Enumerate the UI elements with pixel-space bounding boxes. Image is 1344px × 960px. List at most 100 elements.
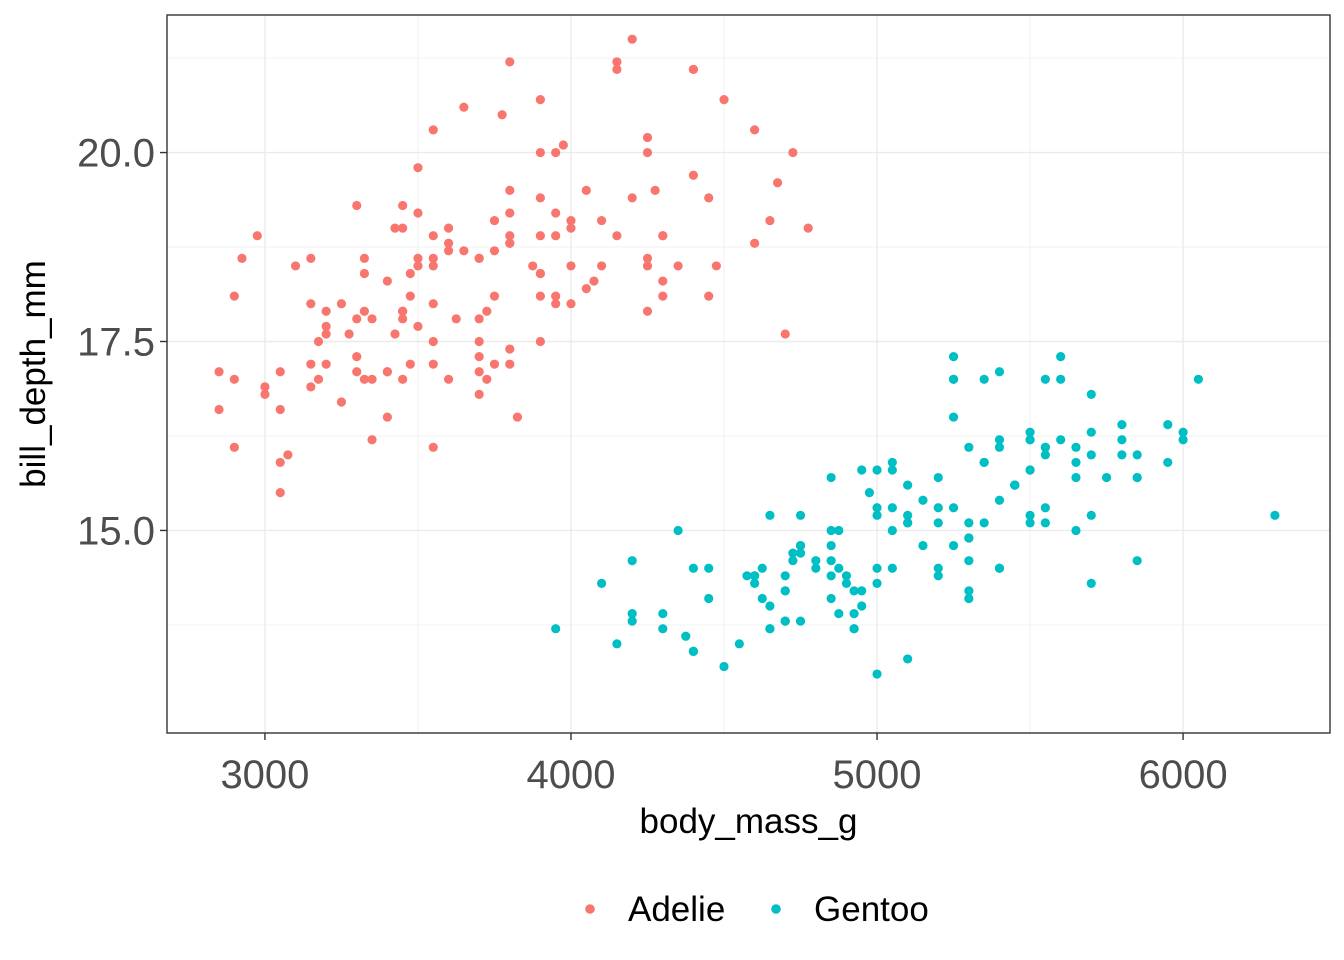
data-point bbox=[1178, 427, 1188, 437]
data-point bbox=[367, 314, 377, 324]
data-point bbox=[887, 503, 897, 513]
data-point bbox=[359, 253, 370, 263]
data-point bbox=[428, 125, 438, 135]
data-point bbox=[290, 261, 301, 271]
data-point bbox=[750, 125, 760, 135]
data-point bbox=[688, 170, 699, 180]
data-point bbox=[719, 661, 729, 672]
data-point bbox=[650, 185, 660, 195]
data-point bbox=[382, 367, 392, 377]
data-point bbox=[1086, 389, 1096, 400]
data-point bbox=[948, 503, 959, 513]
data-point bbox=[443, 246, 454, 256]
data-point bbox=[581, 185, 591, 195]
data-point bbox=[642, 147, 653, 158]
legend-key bbox=[585, 904, 595, 914]
data-point bbox=[757, 563, 767, 573]
data-point bbox=[788, 147, 798, 158]
data-point bbox=[1117, 420, 1127, 430]
data-point bbox=[474, 389, 484, 400]
data-point bbox=[1025, 465, 1035, 475]
data-point bbox=[834, 608, 844, 619]
data-point bbox=[275, 404, 285, 415]
data-point bbox=[627, 608, 637, 619]
data-point bbox=[780, 329, 790, 339]
axis-ticks: 3000 4000 5000 6000 15.0 17.5 20.0 bbox=[77, 132, 1227, 797]
data-point bbox=[352, 200, 362, 211]
y-tick-label: 15.0 bbox=[77, 509, 155, 553]
data-point bbox=[283, 450, 293, 460]
data-point bbox=[1132, 450, 1142, 460]
data-point bbox=[872, 465, 882, 475]
data-point bbox=[658, 291, 668, 301]
data-point bbox=[535, 95, 545, 105]
data-point bbox=[551, 208, 561, 218]
data-point bbox=[505, 57, 515, 67]
data-point bbox=[398, 223, 408, 233]
data-point bbox=[964, 586, 974, 596]
data-point bbox=[344, 329, 354, 339]
data-point bbox=[489, 215, 500, 226]
data-point bbox=[1132, 472, 1142, 483]
data-point bbox=[443, 223, 454, 233]
data-point bbox=[428, 231, 438, 241]
data-point bbox=[1178, 435, 1188, 445]
data-point bbox=[413, 321, 423, 331]
data-point bbox=[451, 314, 461, 324]
data-point bbox=[903, 654, 913, 664]
data-point bbox=[658, 276, 668, 286]
data-point bbox=[566, 299, 576, 309]
data-point bbox=[765, 215, 775, 226]
data-point bbox=[612, 639, 622, 649]
data-point bbox=[551, 147, 561, 158]
data-point bbox=[1040, 450, 1050, 460]
grid bbox=[167, 15, 1330, 733]
data-point bbox=[780, 586, 790, 596]
series-gentoo bbox=[551, 352, 1280, 679]
data-point bbox=[596, 261, 607, 271]
data-point bbox=[566, 261, 576, 271]
data-point bbox=[857, 586, 867, 596]
data-point bbox=[405, 268, 415, 279]
legend: Adelie Gentoo bbox=[585, 890, 929, 929]
data-point bbox=[321, 329, 331, 339]
data-point bbox=[948, 412, 959, 422]
data-point bbox=[772, 178, 783, 188]
legend-item-adelie: Adelie bbox=[585, 890, 725, 929]
data-point bbox=[688, 563, 699, 573]
data-point bbox=[382, 412, 392, 422]
data-point bbox=[788, 548, 798, 558]
data-point bbox=[642, 261, 653, 271]
data-point bbox=[1086, 510, 1096, 520]
data-point bbox=[964, 518, 974, 528]
data-point bbox=[964, 442, 974, 452]
data-point bbox=[398, 306, 408, 316]
data-point bbox=[857, 465, 867, 475]
data-point bbox=[589, 276, 599, 286]
data-point bbox=[275, 457, 285, 468]
data-point bbox=[826, 525, 836, 536]
data-point bbox=[505, 208, 515, 218]
data-point bbox=[1086, 427, 1096, 437]
x-tick-label: 5000 bbox=[833, 753, 922, 797]
data-point bbox=[872, 503, 882, 513]
data-point bbox=[229, 442, 239, 452]
data-point bbox=[413, 261, 423, 271]
data-point bbox=[428, 359, 438, 369]
data-point bbox=[367, 435, 377, 445]
data-point bbox=[1132, 556, 1142, 566]
data-point bbox=[535, 336, 545, 347]
data-point bbox=[489, 291, 500, 301]
data-point bbox=[428, 261, 438, 271]
data-point bbox=[864, 488, 874, 498]
data-point bbox=[398, 314, 408, 324]
data-point bbox=[887, 525, 897, 536]
data-point bbox=[933, 571, 943, 581]
data-point bbox=[795, 616, 806, 626]
data-point bbox=[535, 231, 545, 241]
data-point bbox=[742, 571, 752, 581]
y-tick-label: 20.0 bbox=[77, 132, 155, 176]
data-point bbox=[826, 571, 836, 581]
data-point bbox=[581, 283, 591, 294]
y-tick-label: 17.5 bbox=[77, 321, 155, 365]
